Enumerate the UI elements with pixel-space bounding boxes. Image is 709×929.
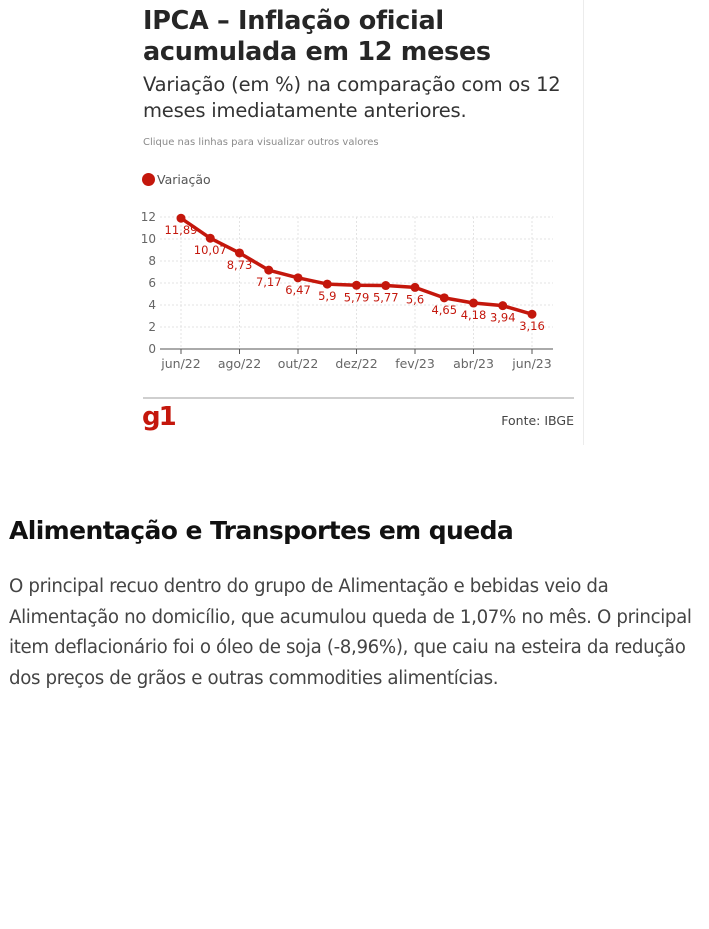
y-tick-label: 6 <box>148 276 156 290</box>
data-label: 5,9 <box>318 289 336 303</box>
x-tick-label: jun/22 <box>160 356 200 371</box>
chart-legend[interactable]: Variação <box>142 172 211 187</box>
data-point[interactable] <box>381 281 391 291</box>
x-tick-label: jun/23 <box>511 356 551 371</box>
x-tick-label: dez/22 <box>335 356 377 371</box>
article-paragraph: O principal recuo dentro do grupo de Ali… <box>9 576 692 689</box>
y-tick-label: 10 <box>141 232 156 246</box>
data-label: 10,07 <box>194 243 227 257</box>
y-tick-label: 0 <box>148 342 156 356</box>
y-tick-label: 2 <box>148 320 156 334</box>
data-label: 6,47 <box>285 283 311 297</box>
section-heading: Alimentação e Transportes em queda <box>9 516 514 545</box>
legend-label: Variação <box>157 172 211 187</box>
chart-subtitle: Variação (em %) na comparação com os 12 … <box>143 73 561 122</box>
data-label: 7,17 <box>256 275 282 289</box>
y-tick-label: 4 <box>148 298 156 312</box>
chart-title: IPCA – Inflação oficial acumulada em 12 … <box>143 6 491 67</box>
legend-dot-icon <box>142 173 155 186</box>
chart-source: Fonte: IBGE <box>501 413 574 428</box>
y-tick-label: 12 <box>141 210 156 224</box>
x-tick-label: ago/22 <box>218 356 261 371</box>
data-label: 5,77 <box>373 291 399 305</box>
divider <box>143 397 574 399</box>
data-point[interactable] <box>235 248 244 258</box>
x-tick-label: abr/23 <box>453 356 494 371</box>
data-point[interactable] <box>176 213 186 223</box>
chart-card: IPCA – Inflação oficial acumulada em 12 … <box>130 0 584 445</box>
data-point[interactable] <box>469 298 478 308</box>
data-label: 3,94 <box>490 311 516 325</box>
data-label: 8,73 <box>227 258 253 272</box>
y-tick-label: 8 <box>148 254 156 268</box>
data-point[interactable] <box>205 233 215 243</box>
data-point[interactable] <box>527 309 537 319</box>
data-point[interactable] <box>264 265 274 275</box>
data-label: 4,18 <box>461 308 487 322</box>
data-point[interactable] <box>498 301 508 311</box>
g1-logo: g1 <box>142 402 177 432</box>
data-label: 5,6 <box>406 292 424 306</box>
data-label: 5,79 <box>344 290 370 304</box>
data-point[interactable] <box>410 282 420 292</box>
data-label: 3,16 <box>519 319 545 333</box>
chart-hint: Clique nas linhas para visualizar outros… <box>143 137 379 148</box>
data-point[interactable] <box>352 280 361 290</box>
x-tick-label: fev/23 <box>395 356 435 371</box>
data-point[interactable] <box>439 293 449 303</box>
data-label: 11,89 <box>165 223 198 237</box>
data-label: 4,65 <box>431 303 457 317</box>
line-chart[interactable]: 0 2 4 6 8 10 12 jun/22 ago/22 out/22 dez/22 fev/23 a… <box>130 200 583 380</box>
x-tick-label: out/22 <box>278 356 319 371</box>
data-point[interactable] <box>293 273 303 283</box>
data-point[interactable] <box>322 279 332 289</box>
